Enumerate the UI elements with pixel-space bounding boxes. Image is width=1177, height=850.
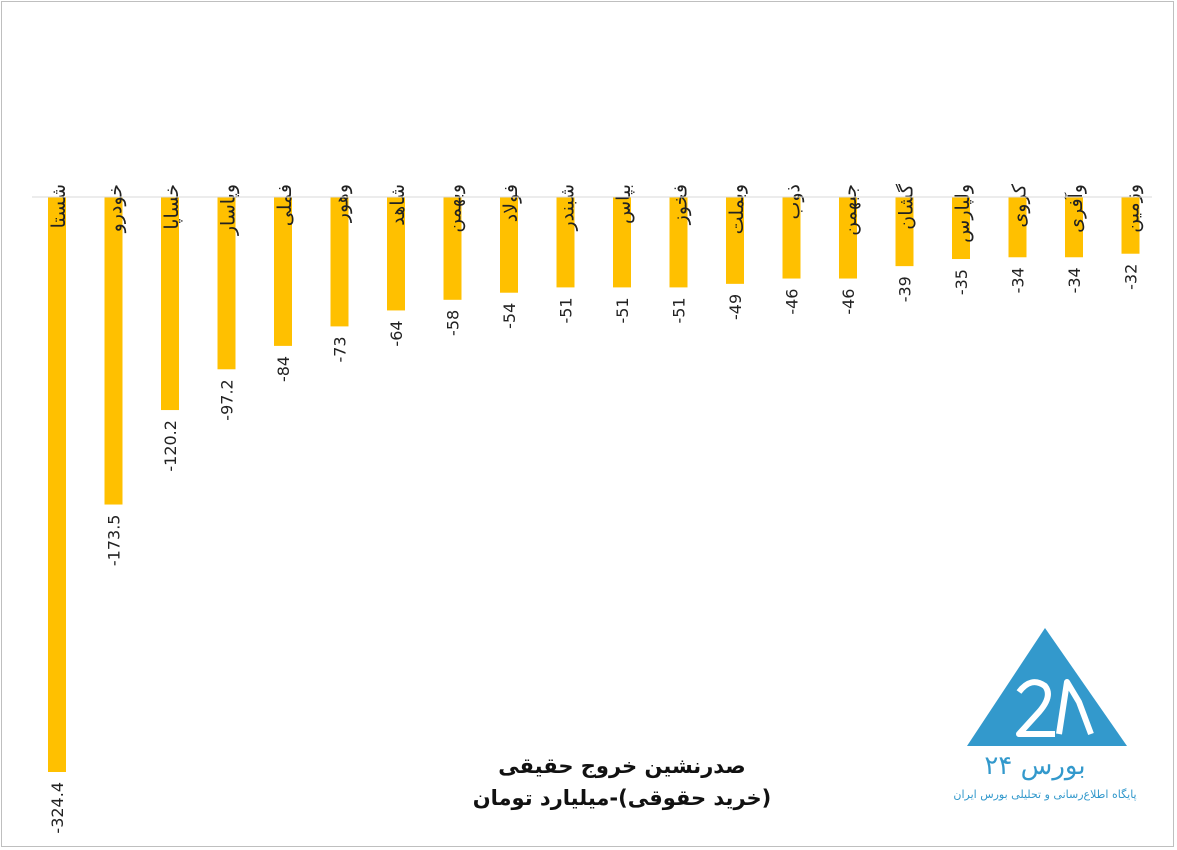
bar-1 xyxy=(48,197,66,772)
value-label-19: -34 xyxy=(1065,267,1084,293)
bar-3 xyxy=(161,197,179,411)
bar-16 xyxy=(895,197,914,267)
bar-17 xyxy=(952,197,970,260)
category-label-7: شاهد xyxy=(387,184,409,226)
value-label-4: -97.2 xyxy=(218,379,237,420)
bar-7 xyxy=(387,197,405,311)
category-label-1: شستا xyxy=(48,184,70,228)
value-label-17: -35 xyxy=(952,269,971,295)
logo-tagline: پایگاه اطلاع‌رسانی و تحلیلی بورس ایران xyxy=(953,788,1136,801)
category-label-9: فولاد xyxy=(500,184,522,222)
bar-19 xyxy=(1065,197,1083,258)
value-label-1: -324.4 xyxy=(48,782,67,834)
bar-18 xyxy=(1008,197,1027,258)
value-label-11: -51 xyxy=(613,297,632,323)
bar-15 xyxy=(839,197,857,279)
value-label-20: -32 xyxy=(1122,264,1141,290)
category-label-8: وبهمن xyxy=(444,184,466,233)
category-label-18: کروی xyxy=(1009,183,1031,228)
bar-14 xyxy=(782,197,801,279)
bar-8 xyxy=(443,197,462,300)
category-label-20: وزمین xyxy=(1122,184,1144,233)
category-label-12: فخوز xyxy=(670,184,692,225)
bar-13 xyxy=(726,197,744,284)
value-label-7: -64 xyxy=(387,320,406,346)
category-label-3: خساپا xyxy=(161,184,183,230)
value-label-12: -51 xyxy=(670,297,689,323)
value-label-2: -173.5 xyxy=(105,515,124,567)
value-label-8: -58 xyxy=(444,310,463,336)
category-label-5: فملی xyxy=(274,184,296,226)
chart-title: صدرنشین خروج حقیقی (خرید حقوقی)-میلیارد … xyxy=(382,750,862,814)
bar-2 xyxy=(104,197,123,505)
bar-11 xyxy=(613,197,631,288)
bar-6 xyxy=(330,197,349,327)
logo-name: بورس ۲۴ xyxy=(984,751,1085,781)
value-label-13: -49 xyxy=(726,294,745,320)
value-label-18: -34 xyxy=(1009,267,1028,293)
bar-12 xyxy=(669,197,688,288)
value-label-5: -84 xyxy=(274,356,293,382)
category-label-17: ولپارس xyxy=(952,184,974,243)
bourse24-logo: بورس ۲۴ پایگاه اطلاع‌رسانی و تحلیلی بورس… xyxy=(927,622,1162,812)
value-label-15: -46 xyxy=(839,289,858,315)
value-label-16: -39 xyxy=(896,276,915,302)
category-label-2: خودرو xyxy=(105,184,127,233)
bar-5 xyxy=(274,197,292,346)
category-label-6: وهور xyxy=(331,184,353,223)
category-label-19: وآفری xyxy=(1063,184,1087,233)
category-label-4: وپاسار xyxy=(218,184,240,236)
value-label-10: -51 xyxy=(557,297,576,323)
category-label-14: ذوب xyxy=(783,184,805,220)
value-label-6: -73 xyxy=(331,336,350,362)
logo-24-mark-icon xyxy=(1016,679,1094,737)
value-label-3: -120.2 xyxy=(161,420,180,472)
bar-9 xyxy=(500,197,518,293)
bar-10 xyxy=(556,197,575,288)
value-label-14: -46 xyxy=(783,289,802,315)
chart-title-line2: (خرید حقوقی)-میلیارد تومان xyxy=(472,786,772,810)
category-label-16: گشان xyxy=(895,183,918,230)
bar-4 xyxy=(217,197,236,370)
bar-20 xyxy=(1121,197,1140,254)
value-label-9: -54 xyxy=(500,303,519,329)
category-label-15: جبهمن xyxy=(839,184,861,236)
category-label-11: بپاس xyxy=(613,184,635,224)
chart-title-line1: صدرنشین خروج حقیقی xyxy=(498,754,746,778)
category-label-13: وبملت xyxy=(726,184,748,234)
category-label-10: شبندر xyxy=(557,184,579,232)
